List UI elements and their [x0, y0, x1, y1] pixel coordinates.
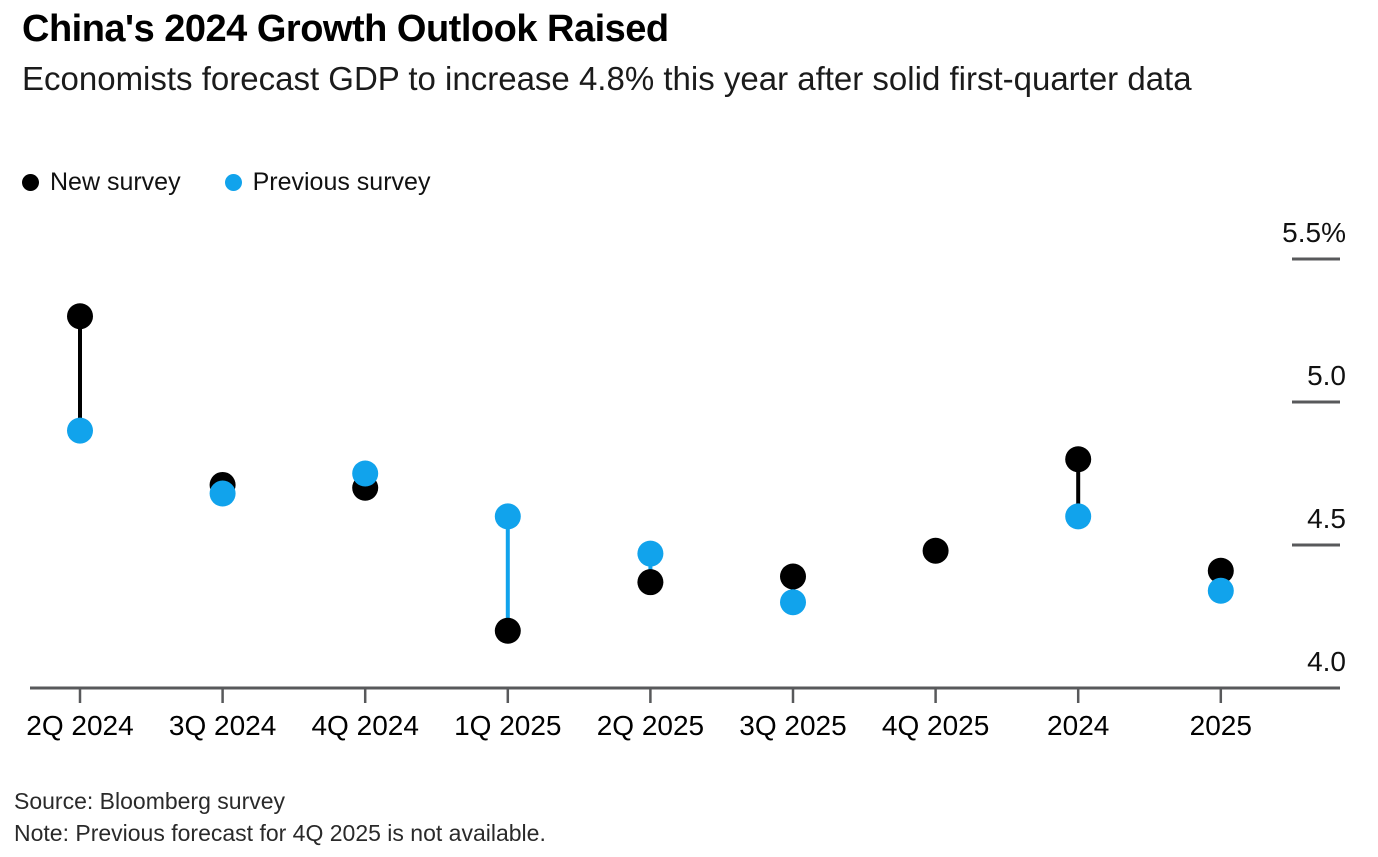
previous-survey-point [637, 540, 664, 567]
x-axis-label: 2Q 2025 [597, 710, 704, 741]
new-survey-point [637, 569, 664, 596]
previous-survey-dot-icon [224, 174, 242, 191]
previous-survey-point [209, 480, 236, 507]
y-axis-label: 4.0 [1307, 646, 1346, 677]
chart-subtitle: Economists forecast GDP to increase 4.8%… [22, 60, 1192, 97]
previous-survey-point [1065, 503, 1092, 530]
x-axis-label: 4Q 2024 [311, 710, 418, 741]
previous-survey-point [352, 460, 379, 487]
chart-legend: New survey Previous survey [22, 168, 430, 197]
y-axis-label: 5.0 [1307, 360, 1346, 391]
legend-item-new-survey: New survey [22, 168, 181, 197]
x-axis-label: 3Q 2025 [739, 710, 846, 741]
source-text: Source: Bloomberg survey [14, 788, 286, 814]
previous-survey-point [1207, 577, 1234, 604]
new-survey-point [67, 303, 93, 330]
previous-survey-point [494, 503, 521, 530]
new-survey-point [780, 563, 806, 590]
x-axis-label: 3Q 2024 [169, 710, 276, 741]
chart-footer: Source: Bloomberg survey Note: Previous … [14, 786, 546, 849]
chart-title: China's 2024 Growth Outlook Raised [22, 8, 669, 50]
new-survey-point [1207, 557, 1234, 584]
x-axis-label: 2025 [1190, 710, 1252, 741]
new-survey-dot-icon [22, 174, 39, 191]
new-survey-point [922, 537, 949, 564]
note-text: Note: Previous forecast for 4Q 2025 is n… [14, 819, 546, 846]
y-axis-label: 4.5 [1307, 503, 1346, 534]
y-axis-label: 5.5% [1282, 217, 1346, 248]
x-axis-label: 2Q 2024 [26, 710, 133, 741]
x-axis-label: 4Q 2025 [882, 710, 989, 741]
previous-survey-point [67, 417, 93, 444]
previous-survey-point [780, 589, 806, 616]
new-survey-point [1065, 446, 1092, 473]
new-survey-point [494, 617, 521, 644]
legend-label-new-survey: New survey [50, 168, 181, 196]
x-axis-label: 2024 [1047, 710, 1109, 741]
legend-label-previous-survey: Previous survey [252, 168, 431, 196]
legend-item-previous-survey: Previous survey [224, 168, 431, 197]
x-axis-label: 1Q 2025 [454, 710, 561, 741]
